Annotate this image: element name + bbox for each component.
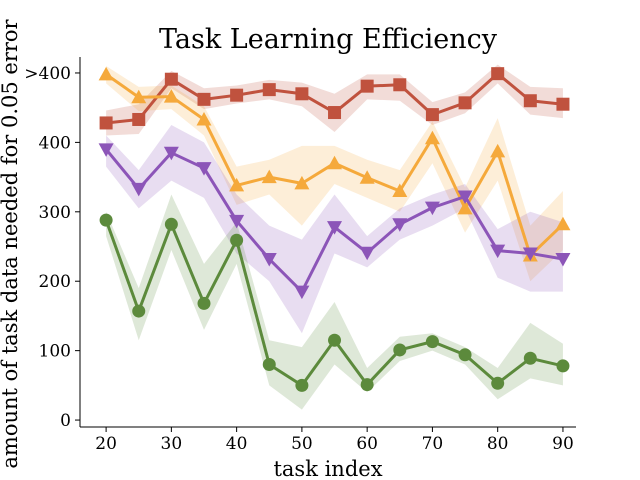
green-circles-point xyxy=(328,333,342,347)
orange-triangles-point xyxy=(327,155,343,170)
green-circles-point xyxy=(393,343,407,357)
y-axis-label: amount of task data needed for 0.05 erro… xyxy=(0,18,22,468)
green-circles-point xyxy=(99,213,113,227)
x-tick-label: 40 xyxy=(226,434,248,454)
purple-triangles-point xyxy=(327,221,343,235)
purple-triangles-point xyxy=(131,182,147,197)
orange-triangles-point xyxy=(98,66,114,81)
purple-triangles-point xyxy=(555,253,571,267)
orange-triangles-point xyxy=(261,169,277,184)
red-squares-point xyxy=(328,106,342,120)
y-tick-label: 0 xyxy=(60,411,71,431)
orange-triangles-point xyxy=(457,200,473,215)
red-squares-point xyxy=(295,87,309,101)
green-circles-band xyxy=(106,194,563,410)
purple-triangles-point xyxy=(294,285,310,300)
y-tick-label: 400 xyxy=(39,133,71,153)
purple-triangles-point xyxy=(424,201,440,216)
green-circles-point xyxy=(523,351,537,365)
red-squares-point xyxy=(262,83,276,97)
orange-triangles-point xyxy=(196,111,212,126)
series-markers xyxy=(98,66,571,392)
y-tick-label: 200 xyxy=(39,272,71,292)
purple-triangles-point xyxy=(457,190,473,205)
purple-triangles-point xyxy=(522,247,538,261)
red-squares-point xyxy=(556,97,570,111)
orange-triangles-point xyxy=(131,89,147,104)
orange-triangles-point xyxy=(163,89,179,103)
green-circles-point xyxy=(262,358,276,372)
green-circles-point xyxy=(230,233,244,247)
y-axis-ticks: 0 100 200 300 400 >400 xyxy=(24,64,80,431)
red-squares-point xyxy=(230,88,244,102)
purple-triangles-point xyxy=(229,214,245,229)
purple-triangles-point xyxy=(163,146,179,161)
orange-triangles-point xyxy=(424,130,440,145)
green-circles-point xyxy=(197,296,211,310)
x-tick-label: 30 xyxy=(161,434,183,454)
purple-triangles-point xyxy=(359,246,375,261)
red-squares-point xyxy=(458,96,472,110)
red-squares-point xyxy=(491,67,505,81)
red-squares-point xyxy=(197,92,211,106)
green-circles-point xyxy=(164,217,178,231)
purple-triangles-point xyxy=(392,218,408,232)
x-tick-label: 20 xyxy=(95,434,117,454)
orange-triangles-point xyxy=(555,216,571,231)
green-circles-point xyxy=(556,359,570,373)
green-circles-point xyxy=(132,304,146,318)
green-circles-point xyxy=(491,376,505,390)
x-tick-label: 70 xyxy=(422,434,444,454)
y-tick-label: 100 xyxy=(39,342,71,362)
x-tick-label: 80 xyxy=(487,434,509,454)
green-circles-point xyxy=(295,378,309,392)
purple-triangles-point xyxy=(196,162,212,176)
orange-triangles-point xyxy=(490,143,506,158)
red-squares-point xyxy=(393,78,407,92)
green-circles-point xyxy=(458,348,472,362)
y-tick-label: 300 xyxy=(39,203,71,223)
x-tick-label: 90 xyxy=(552,434,574,454)
red-squares-point xyxy=(425,108,439,122)
x-axis-ticks: 20 30 40 50 60 70 80 90 xyxy=(95,427,574,454)
red-squares-point xyxy=(164,72,178,86)
x-tick-label: 60 xyxy=(356,434,378,454)
orange-triangles-band xyxy=(106,66,563,282)
orange-triangles-point xyxy=(229,177,245,192)
x-tick-label: 50 xyxy=(291,434,313,454)
purple-triangles-point xyxy=(98,143,114,157)
x-axis-label: task index xyxy=(273,457,382,480)
red-squares-band xyxy=(106,64,563,136)
y-tick-label: >400 xyxy=(24,64,71,84)
purple-triangles-point xyxy=(261,253,277,267)
green-circles-point xyxy=(360,378,374,392)
red-squares-point xyxy=(523,94,537,108)
green-circles-point xyxy=(425,335,439,349)
red-squares-point xyxy=(360,79,374,93)
orange-triangles-point xyxy=(359,170,375,184)
chart-title: Task Learning Efficiency xyxy=(159,24,498,55)
purple-triangles-point xyxy=(490,244,506,259)
red-squares-point xyxy=(99,116,113,130)
orange-triangles-point xyxy=(392,183,408,197)
orange-triangles-point xyxy=(294,175,310,190)
red-squares-point xyxy=(132,112,146,126)
